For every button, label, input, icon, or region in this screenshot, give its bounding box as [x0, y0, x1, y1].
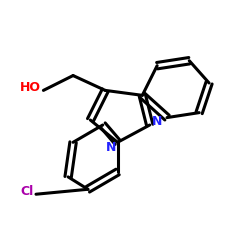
Text: HO: HO — [20, 82, 41, 94]
Text: N: N — [152, 115, 162, 128]
Text: Cl: Cl — [20, 185, 34, 198]
Text: N: N — [106, 141, 117, 154]
